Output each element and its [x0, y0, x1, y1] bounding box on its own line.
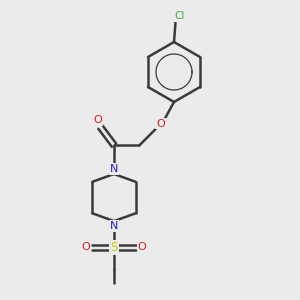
- Text: O: O: [138, 242, 147, 253]
- Text: N: N: [110, 164, 118, 174]
- Text: Cl: Cl: [174, 11, 184, 21]
- Text: S: S: [110, 241, 118, 254]
- Text: O: O: [81, 242, 90, 253]
- Text: O: O: [94, 115, 103, 125]
- Text: O: O: [156, 118, 165, 129]
- Text: N: N: [110, 221, 118, 231]
